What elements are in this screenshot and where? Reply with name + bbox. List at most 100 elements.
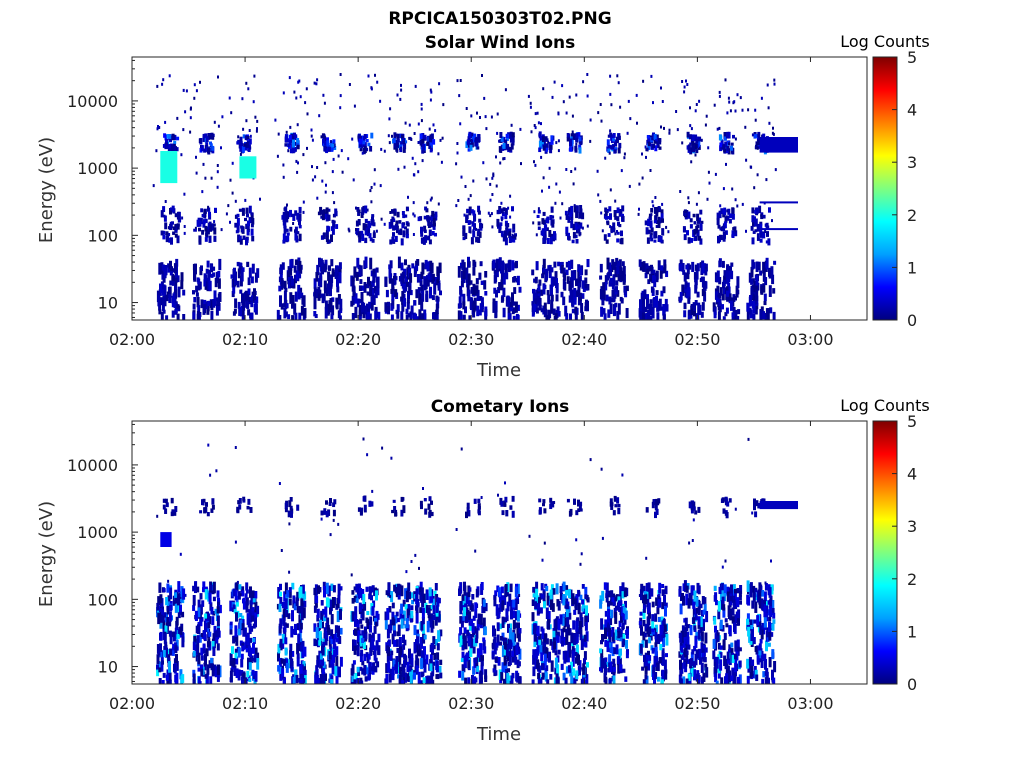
data-cell (683, 85, 686, 89)
data-cell (225, 212, 228, 216)
data-cell (643, 289, 647, 300)
data-cell (198, 235, 202, 243)
data-cell (355, 206, 357, 210)
data-cell (159, 648, 162, 658)
data-cell (241, 586, 245, 595)
data-cell (204, 176, 207, 180)
data-cell (205, 277, 209, 284)
data-cell (565, 666, 569, 674)
data-cell (334, 625, 338, 635)
data-cell (160, 598, 164, 610)
data-cell (642, 585, 646, 593)
data-cell (609, 617, 613, 626)
data-cell (162, 206, 166, 213)
data-cell (179, 669, 183, 680)
data-cell (280, 303, 284, 310)
data-cell (199, 618, 203, 627)
data-cell (237, 628, 241, 636)
data-cell (543, 284, 547, 290)
data-cell (538, 498, 542, 503)
data-cell (627, 99, 630, 103)
data-cell (252, 637, 256, 643)
data-cell (614, 629, 618, 640)
data-cell (242, 597, 246, 610)
data-cell (661, 100, 664, 103)
data-cell (364, 237, 368, 244)
data-cell (398, 276, 402, 282)
data-cell (716, 212, 720, 220)
data-cell (687, 196, 690, 200)
data-cell (389, 239, 393, 245)
data-cell (579, 501, 583, 507)
data-cell (575, 211, 579, 219)
data-cell (436, 296, 440, 302)
data-cell (516, 627, 520, 639)
data-cell (321, 133, 325, 138)
data-cell (470, 618, 474, 627)
data-cell (338, 262, 342, 270)
data-cell (180, 272, 184, 282)
data-cell (551, 219, 555, 228)
data-cell (773, 260, 777, 265)
data-cell (368, 662, 372, 673)
data-cell (289, 148, 293, 154)
data-cell (376, 661, 380, 668)
data-cell (754, 300, 758, 305)
data-cell (640, 583, 644, 594)
data-cell (699, 209, 703, 215)
data-cell (605, 239, 609, 244)
data-cell (241, 623, 245, 631)
data-cell (465, 107, 468, 110)
data-cell (428, 135, 432, 143)
data-cell (197, 607, 201, 618)
data-cell (329, 280, 333, 289)
data-cell (162, 620, 166, 632)
data-cell (472, 288, 476, 295)
data-cell (516, 610, 520, 622)
data-cell (759, 270, 763, 276)
data-cell (321, 213, 325, 221)
data-cell (508, 628, 512, 640)
data-cell (764, 230, 767, 233)
data-cell (609, 297, 613, 303)
data-cell (393, 584, 397, 592)
data-cell (571, 657, 575, 667)
data-cell (545, 315, 549, 320)
data-cell (203, 304, 207, 314)
data-cell (505, 133, 509, 139)
data-cell (538, 299, 542, 310)
data-cell (509, 230, 511, 234)
data-cell (424, 206, 428, 211)
data-cell (390, 305, 394, 311)
data-cell (330, 259, 334, 267)
data-cell (204, 589, 208, 600)
data-cell (327, 208, 331, 212)
data-cell (686, 230, 689, 236)
data-cell (194, 228, 197, 232)
data-cell (456, 142, 459, 145)
data-cell (434, 214, 438, 221)
data-cell (617, 664, 621, 674)
data-cell (157, 596, 161, 606)
data-cell (400, 496, 404, 502)
data-cell (604, 281, 608, 291)
data-cell (318, 655, 322, 665)
data-cell (511, 650, 515, 657)
data-cell (571, 308, 575, 314)
data-cell (230, 111, 233, 115)
data-cell (651, 647, 655, 654)
data-cell (327, 146, 331, 151)
data-cell (217, 270, 221, 278)
data-cell (505, 608, 509, 618)
data-cell (537, 640, 541, 653)
data-cell (313, 81, 316, 85)
data-cell (574, 167, 577, 171)
data-cell (207, 147, 210, 154)
data-cell (751, 237, 755, 245)
data-cell (553, 641, 557, 650)
data-cell (694, 272, 698, 283)
data-cell (330, 679, 334, 684)
data-cell (472, 229, 475, 233)
spectrogram-data (152, 73, 798, 320)
